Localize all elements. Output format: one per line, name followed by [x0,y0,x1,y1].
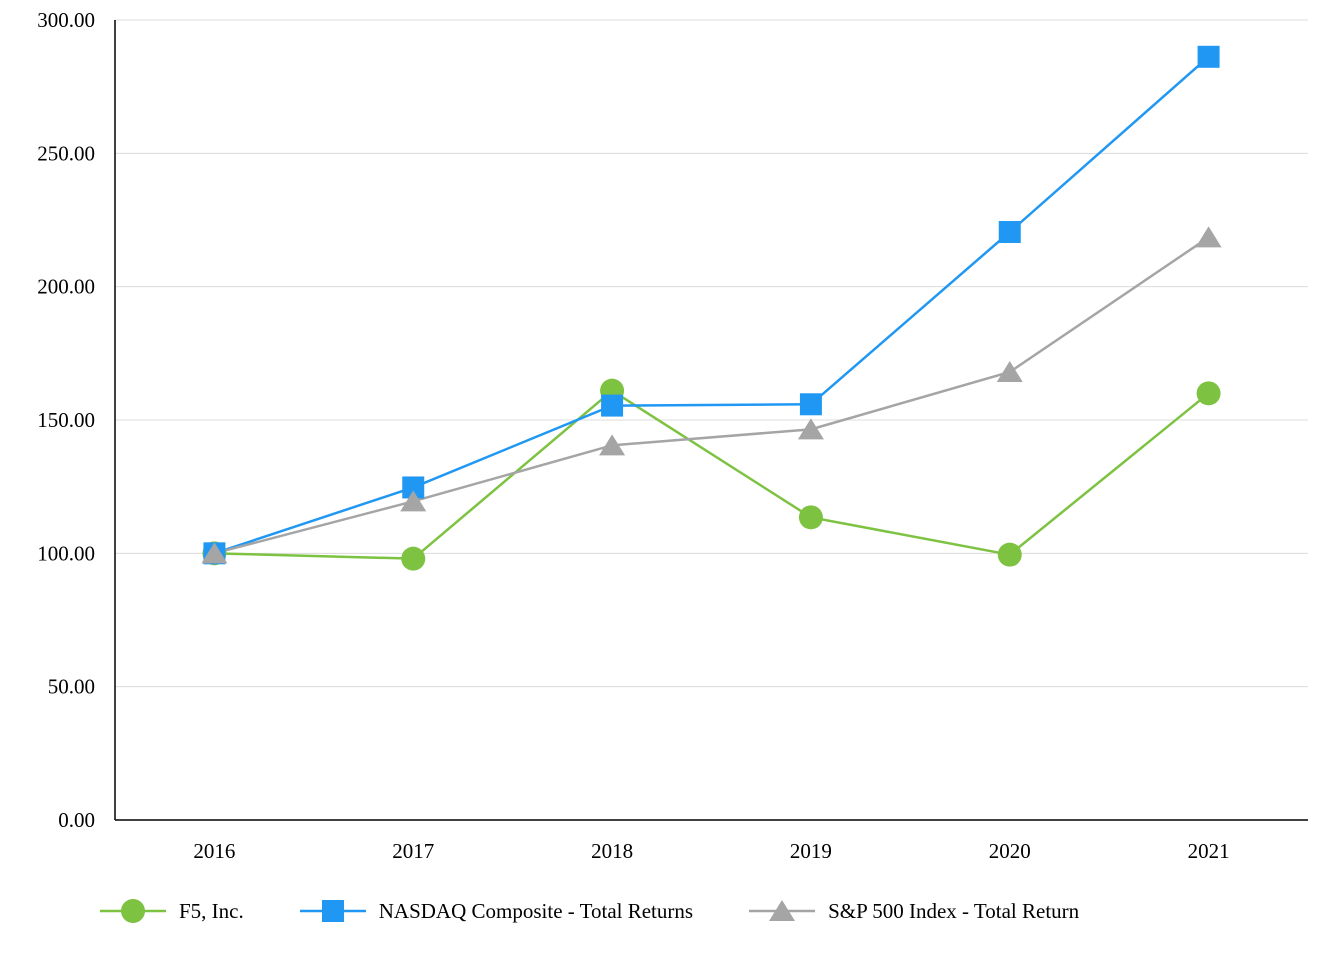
y-tick-label: 300.00 [37,8,95,32]
sp500-line [214,236,1210,555]
y-tick-label: 50.00 [48,675,95,699]
sp500-point-2019 [797,418,824,440]
sp500-point-2016 [201,542,228,564]
legend-item-nasdaq: NASDAQ Composite - Total Returns [299,898,694,924]
legend-marker-sp500 [769,900,796,921]
legend-label-sp500: S&P 500 Index - Total Return [828,898,1080,923]
x-tick-label: 2018 [591,839,633,863]
x-tick-label: 2016 [193,839,235,863]
legend-item-sp500: S&P 500 Index - Total Return [749,898,1079,924]
f5-point-2020 [997,542,1022,567]
sp500-point-2021 [1195,226,1222,248]
y-tick-label: 100.00 [37,541,95,565]
x-tick-label: 2020 [989,839,1031,863]
f5-line [214,389,1210,560]
y-tick-label: 200.00 [37,275,95,299]
sp500-point-2018 [599,434,626,456]
plot-area: 0.00 50.00 100.00 150.00 200.00 250.00 300.00 2… [37,8,1308,863]
legend-label-nasdaq: NASDAQ Composite - Total Returns [378,898,694,923]
legend-label-f5: F5, Inc. [179,898,244,923]
legend-item-f5: F5, Inc. [100,898,244,924]
sp500-point-2017 [400,490,427,512]
sp500-point-2020 [996,361,1023,382]
nasdaq-point-2017 [402,476,425,499]
f5-point-2017 [401,546,426,571]
legend-marker-f5 [121,899,145,923]
x-tick-label: 2017 [392,839,434,863]
y-tick-label: 150.00 [37,408,95,432]
y-tick-label: 250.00 [37,141,95,165]
triangle-marker-icon [749,900,816,921]
y-tick-label: 0.00 [58,808,95,832]
x-tick-label: 2021 [1188,839,1230,863]
nasdaq-point-2021 [1197,45,1220,68]
nasdaq-point-2020 [998,221,1021,243]
legend-marker-nasdaq [321,900,344,922]
nasdaq-point-2018 [601,394,624,417]
f5-point-2021 [1196,381,1221,406]
square-marker-icon [299,900,366,922]
x-tick-label: 2019 [790,839,832,863]
nasdaq-point-2019 [799,393,822,416]
f5-point-2019 [798,505,823,530]
circle-marker-icon [100,899,166,923]
chart-legend: F5, Inc. NASDAQ Composite - Total Returns… [100,898,1079,924]
nasdaq-line [214,55,1210,555]
